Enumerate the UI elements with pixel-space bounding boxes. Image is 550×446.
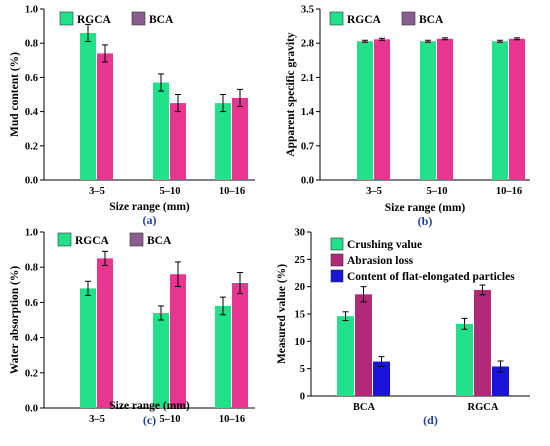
legend-label: RGCA [77, 14, 112, 26]
panel-label: (c) [143, 413, 156, 427]
y-tick-label: 0.8 [25, 39, 38, 50]
y-tick-label: 0.2 [25, 141, 38, 152]
bar-rgca-1 [153, 312, 169, 408]
bar-crushing-value-1 [456, 323, 473, 396]
bar-rgca-2 [492, 41, 508, 181]
bar-abrasion-loss-0 [355, 294, 372, 396]
y-tick-label: 0.0 [25, 176, 38, 187]
bar-bca-2 [232, 283, 248, 408]
chart-panel-a: 0.0 0.2 0.4 0.6 0.8 1.0 3–5 5–10 10–16 Size range… [9, 5, 255, 227]
legend-swatch [59, 11, 74, 26]
bar-bca-1 [437, 38, 453, 180]
bar-rgca-0 [80, 32, 96, 180]
legend: RGCA BCA [57, 232, 172, 247]
bar-bca-1 [170, 274, 186, 408]
y-axis-label: Measured value (%) [276, 264, 288, 364]
bar-bca-2 [232, 97, 248, 180]
legend: Crushing value Abrasion loss Content of fl… [330, 237, 515, 283]
legend-label: BCA [419, 14, 444, 26]
y-tick-label: 1.0 [25, 228, 38, 239]
y-tick-label: 25 [295, 255, 306, 266]
y-axis-label: Apparent specific gravity [285, 32, 297, 157]
y-tick-label: 0.7 [301, 141, 314, 152]
x-category-label: 5–10 [160, 414, 181, 425]
legend-swatch [329, 11, 344, 26]
legend-swatch [330, 253, 344, 267]
y-tick-label: 0.6 [25, 298, 38, 309]
legend-label: RGCA [347, 14, 382, 26]
legend: RGCA BCA [59, 11, 174, 26]
bar-bca-1 [170, 103, 186, 180]
bar-rgca-2 [215, 305, 231, 408]
legend-swatch [131, 11, 146, 26]
legend-label: Crushing value [347, 239, 422, 251]
legend-label: BCA [147, 235, 172, 247]
bar-abrasion-loss-1 [474, 289, 491, 396]
y-tick-label: 0.2 [25, 368, 38, 379]
legend-label: RGCA [75, 235, 110, 247]
panel-label: (a) [143, 213, 157, 227]
x-category-label: 3–5 [366, 186, 382, 197]
x-axis-label: Size range (mm) [109, 400, 190, 412]
x-category-label: 10–16 [219, 186, 245, 197]
x-category-label: RGCA [468, 402, 499, 413]
legend: RGCA BCA [329, 11, 444, 26]
y-tick-label: 0.8 [25, 263, 38, 274]
bar-bca-0 [97, 53, 113, 180]
legend-swatch [330, 269, 344, 283]
y-tick-label: 2.8 [301, 39, 314, 50]
legend-swatch [401, 11, 416, 26]
panel-label: (b) [418, 214, 433, 228]
x-category-label: 3–5 [89, 414, 105, 425]
legend-label: BCA [149, 14, 174, 26]
y-tick-label: 15 [295, 310, 306, 321]
x-category-label: 5–10 [160, 186, 181, 197]
y-tick-label: 0.6 [25, 73, 38, 84]
y-tick-label: 1.4 [301, 107, 315, 118]
bar-crushing-value-0 [337, 316, 354, 396]
panel-label: (d) [423, 413, 438, 427]
x-category-label: 3–5 [89, 186, 105, 197]
legend-swatch [129, 232, 144, 247]
y-tick-label: 5 [300, 364, 305, 375]
chart-panel-c: 0.0 0.2 0.4 0.6 0.8 1.0 3–5 5–10 10–16 Size range… [9, 228, 255, 427]
y-axis-label: Water absorption (%) [9, 266, 21, 375]
bar-rgca-0 [357, 41, 373, 181]
x-category-label: 10–16 [496, 186, 522, 197]
y-tick-label: 2.1 [301, 73, 314, 84]
bar-bca-0 [97, 258, 113, 408]
x-category-label: 10–16 [219, 414, 245, 425]
bar-rgca-2 [215, 103, 231, 180]
x-axis-label: Size range (mm) [385, 202, 466, 214]
bar-content-of-flat-elongated-particles-1 [492, 366, 509, 396]
legend-swatch [330, 237, 344, 251]
bar-rgca-1 [153, 82, 169, 180]
bar-bca-0 [374, 39, 390, 180]
bar-rgca-0 [80, 288, 96, 408]
x-category-label: 5–10 [427, 186, 448, 197]
y-axis-label: Mud content (%) [9, 52, 21, 137]
y-tick-label: 0 [300, 392, 305, 403]
x-category-label: BCA [353, 402, 376, 413]
y-tick-label: 30 [295, 228, 306, 239]
y-tick-label: 10 [295, 337, 306, 348]
bar-rgca-1 [420, 41, 436, 181]
y-tick-label: 20 [295, 282, 306, 293]
y-tick-label: 0.4 [25, 333, 39, 344]
x-axis-label: Size range (mm) [109, 201, 190, 213]
y-tick-label: 0.0 [301, 176, 314, 187]
y-tick-label: 0.0 [25, 404, 38, 415]
y-tick-label: 1.0 [25, 5, 38, 16]
chart-panel-b: 0.0 0.7 1.4 2.1 2.8 3.5 3–5 5–10 10–16 Size range… [285, 5, 530, 228]
y-tick-label: 3.5 [301, 5, 314, 16]
bar-content-of-flat-elongated-particles-0 [373, 361, 390, 396]
y-tick-label: 0.4 [25, 107, 39, 118]
legend-swatch [57, 232, 72, 247]
chart-panel-d: 0 5 10 15 20 25 30 BCA RGCA Measured value (%) (d)… [276, 228, 530, 427]
bar-bca-2 [509, 38, 525, 180]
legend-label: Abrasion loss [347, 255, 414, 267]
legend-label: Content of flat-elongated particles [347, 271, 515, 283]
